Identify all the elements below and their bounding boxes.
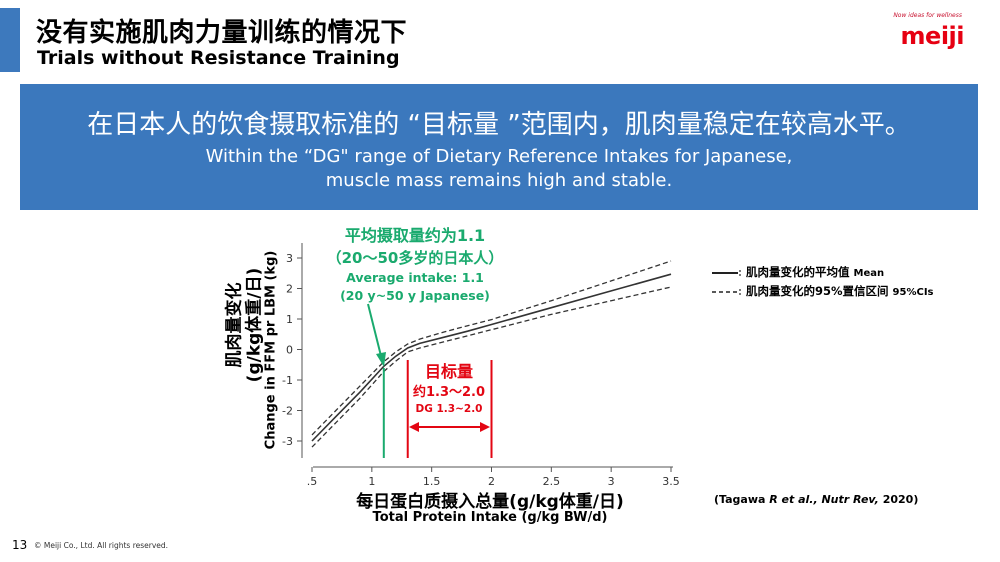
meiji-logo: Now ideas for wellness meiji (892, 12, 972, 52)
banner-text-english-line1: Within the “DG" range of Dietary Referen… (205, 146, 793, 167)
x-tick-label: 1.5 (423, 475, 441, 488)
citation-prefix: (Tagawa (714, 493, 770, 506)
x-tick-label: 3.5 (662, 475, 680, 488)
y-tick-label: -1 (282, 374, 293, 387)
series-ci-line (311, 286, 672, 448)
banner-text-chinese: 在日本人的饮食摄取标准的 “目标量 ”范围内，肌肉量稳定在较高水平。 (87, 110, 911, 140)
x-tick-label: 3 (608, 475, 615, 488)
banner-text-english-line2: muscle mass remains high and stable. (325, 170, 673, 191)
x-axis-label-en: Total Protein Intake (g/kg BW/d) (372, 510, 608, 525)
slide-title-chinese: 没有实施肌肉力量训练的情况下 (36, 18, 408, 48)
legend-label-ci-zh: 肌肉量变化的95%置信区间 (746, 284, 889, 298)
legend-dashed-line-icon (712, 289, 741, 295)
slide-title-english: Trials without Resistance Training (37, 47, 400, 69)
y-tick-label: 1 (286, 313, 293, 326)
chart-series (311, 260, 672, 448)
y-tick-label: -2 (282, 405, 293, 418)
key-message-banner: 在日本人的饮食摄取标准的 “目标量 ”范围内，肌肉量稳定在较高水平。 Withi… (20, 84, 978, 210)
x-axis-label-zh: 每日蛋白质摄入总量(g/kg体重/日) (356, 492, 624, 512)
logo-wordmark: meiji (900, 22, 965, 50)
y-tick-label: 0 (286, 344, 293, 357)
dg-arrowhead-right (480, 422, 490, 432)
average-intake-arrow (367, 303, 382, 357)
dg-range-zh: 约1.3～2.0 (413, 384, 485, 400)
dg-arrowhead-left (409, 422, 419, 432)
dg-label-zh: 目标量 (425, 362, 473, 381)
x-tick-label: .5 (307, 475, 318, 488)
x-tick-label: 2 (488, 475, 495, 488)
legend-label-mean-zh: 肌肉量变化的平均值 (746, 265, 850, 279)
legend-label-ci-en: 95%CIs (892, 287, 934, 298)
average-intake-arrowhead (376, 352, 386, 367)
copyright-notice: © Meiji Co., Ltd. All rights reserved. (34, 541, 169, 550)
average-intake-subtitle-zh: （20～50多岁的日本人） (327, 249, 504, 267)
series-ci-line (311, 260, 672, 436)
average-intake-label-zh: 平均摄取量约为1.1 (345, 226, 485, 245)
average-intake-label-en: Average intake: 1.1 (346, 270, 484, 285)
y-tick-label: 3 (286, 252, 293, 265)
citation-year: 2020) (878, 493, 919, 506)
x-tick-label: 2.5 (543, 475, 561, 488)
citation: (Tagawa R et al., Nutr Rev, 2020) (714, 493, 918, 506)
x-tick-label: 1 (368, 475, 375, 488)
citation-journal: R et al., Nutr Rev, (769, 493, 879, 506)
logo-tagline: Now ideas for wellness (893, 12, 962, 19)
y-tick-label: -3 (282, 435, 293, 448)
y-axis-label-zh-line2: (g/kg体重/日) (244, 267, 265, 383)
chart-reference-lines (382, 360, 493, 458)
dg-range-en: DG 1.3~2.0 (416, 403, 483, 415)
title-accent-bar (0, 8, 20, 72)
legend-label-mean-en: Mean (853, 268, 885, 279)
average-intake-subtitle-en: (20 y~50 y Japanese) (340, 288, 490, 303)
legend-solid-line-icon (712, 270, 741, 276)
legend-label-ci: 肌肉量变化的95%置信区间 95%CIs (746, 283, 934, 299)
page-number: 13 (12, 538, 28, 552)
y-axis-label-en: Change in FFM pr LBM (kg) (263, 250, 279, 450)
series-mean-line (311, 273, 672, 442)
y-tick-label: 2 (286, 283, 293, 296)
legend-label-mean: 肌肉量变化的平均值 Mean (746, 264, 884, 280)
